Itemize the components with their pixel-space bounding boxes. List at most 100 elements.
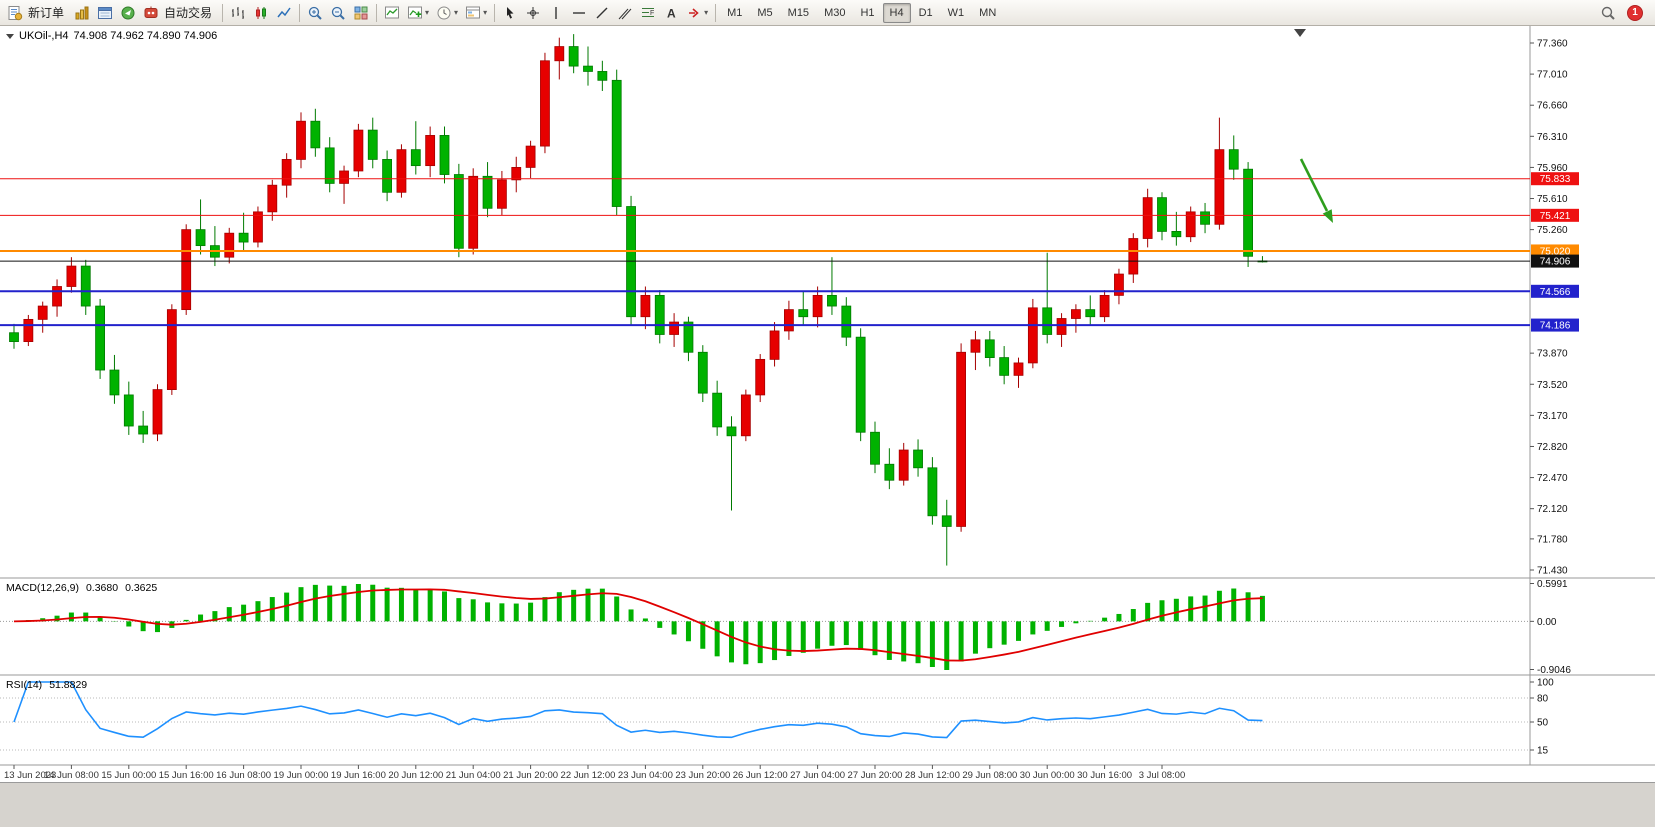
svg-text:73.170: 73.170 [1537,411,1568,422]
bar-chart-mode-button[interactable] [227,2,249,24]
notification-badge[interactable]: 1 [1627,4,1643,21]
timeframe-m5-button[interactable]: M5 [757,6,773,19]
svg-text:21 Jun 20:00: 21 Jun 20:00 [503,770,558,781]
indicator-chart-icon [385,6,400,18]
svg-text:28 Jun 12:00: 28 Jun 12:00 [905,770,960,781]
svg-text:75.833: 75.833 [1540,174,1571,185]
svg-text:75.260: 75.260 [1537,225,1568,236]
ohlc-bars-icon [232,6,245,19]
chevron-down-icon: ▾ [704,7,709,17]
svg-text:75.960: 75.960 [1537,163,1568,174]
line-chart-mode-button[interactable] [273,2,295,24]
zoom-out-button[interactable] [327,2,349,24]
add-indicator-button[interactable]: ▾ [404,2,432,24]
indicators-button[interactable] [381,2,403,24]
svg-text:74.186: 74.186 [1540,321,1571,332]
svg-text:100: 100 [1537,678,1554,689]
vertical-line-icon [555,6,557,19]
timeframe-mn-button[interactable]: MN [979,6,997,19]
svg-text:15 Jun 16:00: 15 Jun 16:00 [159,770,214,781]
svg-text:23 Jun 04:00: 23 Jun 04:00 [618,770,673,781]
svg-text:75.020: 75.020 [1540,246,1571,257]
toolbar-separator [376,3,378,22]
templates-button[interactable]: ▾ [462,2,490,24]
svg-text:30 Jun 16:00: 30 Jun 16:00 [1077,770,1132,781]
horizontal-line-icon [573,11,586,14]
svg-text:21 Jun 04:00: 21 Jun 04:00 [446,770,501,781]
timeframe-h1-button[interactable]: H1 [860,6,875,19]
main-toolbar: 新订单 自动交易 [0,0,1655,26]
new-order-label: 新订单 [28,6,65,20]
arrows-tool-button[interactable]: ▾ [683,2,711,24]
navigator-button[interactable] [117,2,139,24]
svg-text:15: 15 [1537,746,1549,757]
rsi-layer: 100 80 50 15 [0,678,1554,757]
trendline-tool-button[interactable] [591,2,613,24]
periods-button[interactable]: ▾ [433,2,461,24]
text-tool-icon: A [667,6,676,20]
timeframe-h4-button[interactable]: H4 [882,2,911,23]
line-chart-icon [277,7,291,17]
chevron-down-icon: ▾ [483,7,488,17]
timeframe-w1-button[interactable]: W1 [947,6,965,19]
zoom-out-icon [331,6,345,20]
tile-windows-button[interactable] [350,2,372,24]
svg-text:26 Jun 12:00: 26 Jun 12:00 [733,770,788,781]
quotes-button[interactable] [71,2,93,24]
annotation-arrow[interactable] [1299,158,1333,223]
svg-text:F: F [650,10,654,17]
autotrading-icon [144,6,158,18]
market-watch-icon [98,6,113,19]
chart-canvas[interactable]: 77.360 77.010 76.660 76.310 75.960 75.610 75.2… [0,26,1655,782]
svg-text:72.470: 72.470 [1537,473,1568,484]
new-order-button[interactable]: 新订单 [4,2,70,24]
hlines-layer[interactable] [0,178,1530,327]
timeframe-m30-button[interactable]: M30 [824,6,846,19]
svg-text:50: 50 [1537,718,1549,729]
price-axis[interactable]: 77.360 77.010 76.660 76.310 75.960 75.610 75.2… [1530,39,1579,577]
search-button[interactable] [1597,2,1619,24]
timeframe-d1-button[interactable]: D1 [918,6,933,19]
vertical-line-tool-button[interactable] [545,2,567,24]
timeframe-m1-button[interactable]: M1 [727,6,743,19]
macd-layer: 0.5991 0.00 -0.9046 [0,579,1571,676]
svg-text:75.421: 75.421 [1540,211,1571,222]
gold-bars-icon [75,6,89,19]
svg-text:0.00: 0.00 [1537,617,1557,628]
svg-text:75.610: 75.610 [1537,194,1568,205]
market-watch-button[interactable] [94,2,116,24]
autotrading-button[interactable]: 自动交易 [140,2,218,24]
toolbar-separator [299,3,301,22]
panel-frame [0,26,1655,766]
navigator-globe-icon [121,6,135,19]
timeframe-m15-button[interactable]: M15 [787,6,810,19]
channel-tool-button[interactable] [614,2,636,24]
chevron-down-icon: ▾ [425,7,430,17]
cursor-tool-button[interactable] [499,2,521,24]
svg-text:72.820: 72.820 [1537,442,1568,453]
toolbar-separator [494,3,496,22]
horizontal-line-tool-button[interactable] [568,2,590,24]
fibonacci-tool-button[interactable]: F [637,2,659,24]
cursor-icon [507,6,514,19]
svg-text:0.5991: 0.5991 [1537,579,1568,590]
svg-text:74.906: 74.906 [1540,257,1571,268]
svg-text:71.430: 71.430 [1537,566,1568,577]
svg-text:77.360: 77.360 [1537,39,1568,50]
svg-text:30 Jun 00:00: 30 Jun 00:00 [1020,770,1075,781]
svg-text:23 Jun 20:00: 23 Jun 20:00 [675,770,730,781]
text-tool-button[interactable]: A [660,2,682,24]
chart-shift-marker-icon[interactable] [1294,29,1306,37]
candlestick-mode-button[interactable] [250,2,272,24]
zoom-in-button[interactable] [304,2,326,24]
svg-text:73.870: 73.870 [1537,349,1568,360]
svg-text:27 Jun 20:00: 27 Jun 20:00 [848,770,903,781]
svg-text:3 Jul 08:00: 3 Jul 08:00 [1139,770,1185,781]
autotrading-label: 自动交易 [164,6,213,20]
crosshair-tool-button[interactable] [522,2,544,24]
svg-text:73.520: 73.520 [1537,380,1568,391]
svg-text:71.780: 71.780 [1537,534,1568,545]
svg-text:13 Jun 2023: 13 Jun 2023 [4,770,56,781]
svg-text:14 Jun 08:00: 14 Jun 08:00 [44,770,99,781]
